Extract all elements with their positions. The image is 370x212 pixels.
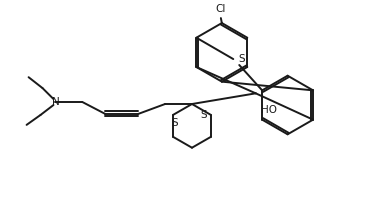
Text: S: S <box>201 110 207 120</box>
Text: S: S <box>238 54 245 64</box>
Text: Cl: Cl <box>216 4 226 14</box>
Text: HO: HO <box>261 105 277 115</box>
Text: S: S <box>172 118 178 128</box>
Text: N: N <box>51 97 59 107</box>
